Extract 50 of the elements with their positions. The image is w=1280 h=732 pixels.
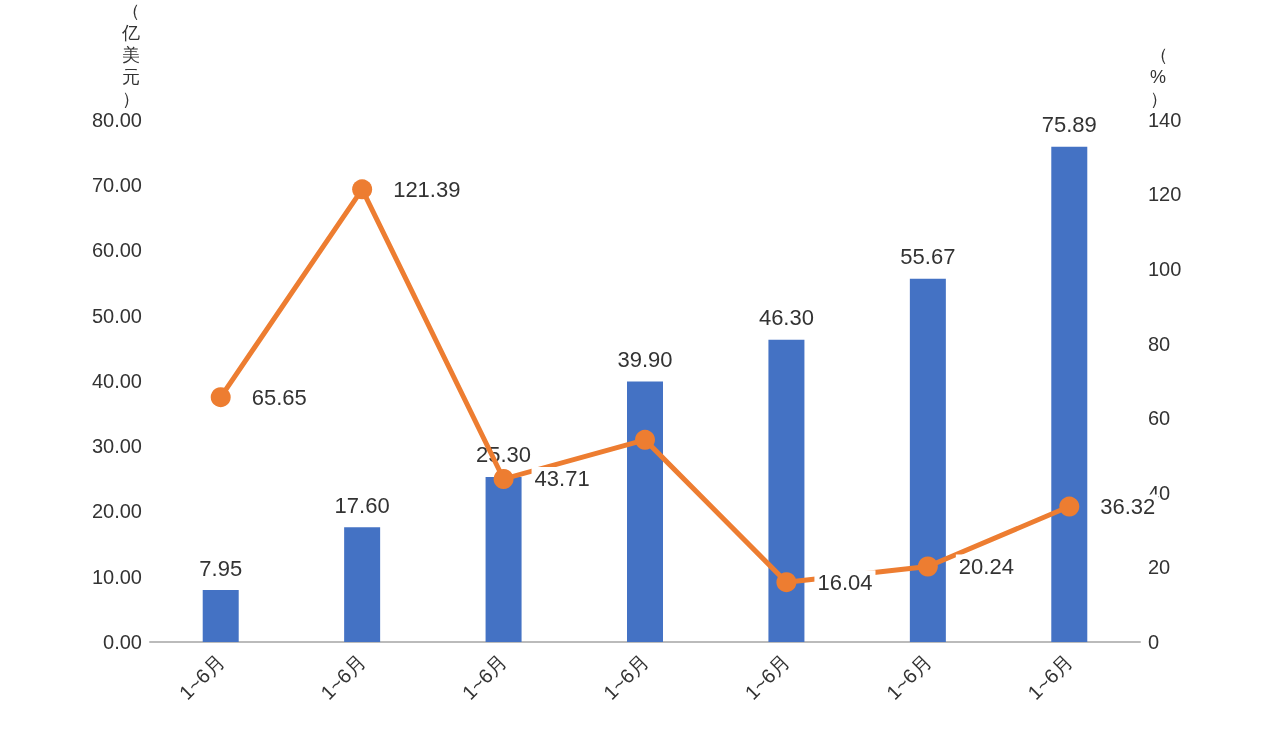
bar xyxy=(768,339,805,642)
point xyxy=(210,387,231,408)
data-label: 16.04 xyxy=(817,569,873,595)
point xyxy=(1059,496,1080,517)
y2-tick-label: 0 xyxy=(1148,631,1160,653)
x-tick-label: 1~6月 xyxy=(457,650,512,704)
y2-tick-label: 140 xyxy=(1148,108,1182,131)
point xyxy=(635,429,655,450)
y-tick-label: 50.00 xyxy=(91,304,142,327)
data-label: 65.65 xyxy=(251,384,307,410)
x-tick-label: 1~6月 xyxy=(881,650,936,704)
data-label: 75.89 xyxy=(1041,112,1097,138)
point xyxy=(493,469,514,489)
bar xyxy=(202,590,239,642)
y-tick-label: 80.00 xyxy=(91,108,142,131)
point xyxy=(776,572,797,593)
y-tick-label: 30.00 xyxy=(91,435,142,458)
x-tick-label: 1~6月 xyxy=(316,650,370,704)
data-label: 39.90 xyxy=(617,347,673,373)
data-label: 43.71 xyxy=(534,466,590,492)
x-tick-label: 1~6月 xyxy=(174,650,229,704)
data-label: 7.95 xyxy=(199,555,243,581)
data-label: 55.67 xyxy=(900,244,956,270)
y2-tick-label: 80 xyxy=(1148,332,1171,355)
data-label: 20.24 xyxy=(958,554,1014,580)
y-tick-label: 60.00 xyxy=(91,239,142,262)
y2-tick-label: 120 xyxy=(1148,183,1182,206)
y2-axis-title: （%） xyxy=(1150,45,1168,109)
bar xyxy=(344,527,381,642)
bar xyxy=(1051,146,1088,642)
point xyxy=(352,179,373,200)
y-axis-title: （亿美元） xyxy=(121,1,140,109)
bar xyxy=(627,381,663,642)
bar xyxy=(485,476,522,642)
y-tick-label: 40.00 xyxy=(91,369,142,392)
y2-tick-label: 20 xyxy=(1148,556,1171,579)
y-tick-label: 20.00 xyxy=(91,500,142,523)
data-label: 46.30 xyxy=(758,305,814,331)
point xyxy=(917,556,938,577)
data-label: 121.39 xyxy=(393,176,461,202)
x-tick-label: 1~6月 xyxy=(599,650,653,704)
x-tick-label: 1~6月 xyxy=(1023,650,1078,704)
y-tick-label: 70.00 xyxy=(91,174,142,197)
y-tick-label: 0.00 xyxy=(103,631,142,653)
y-tick-label: 10.00 xyxy=(91,565,142,588)
x-tick-label: 1~6月 xyxy=(740,650,795,704)
data-label: 17.60 xyxy=(334,492,390,518)
y2-tick-label: 100 xyxy=(1148,258,1182,281)
bar xyxy=(909,278,946,642)
y2-tick-label: 60 xyxy=(1148,407,1171,430)
